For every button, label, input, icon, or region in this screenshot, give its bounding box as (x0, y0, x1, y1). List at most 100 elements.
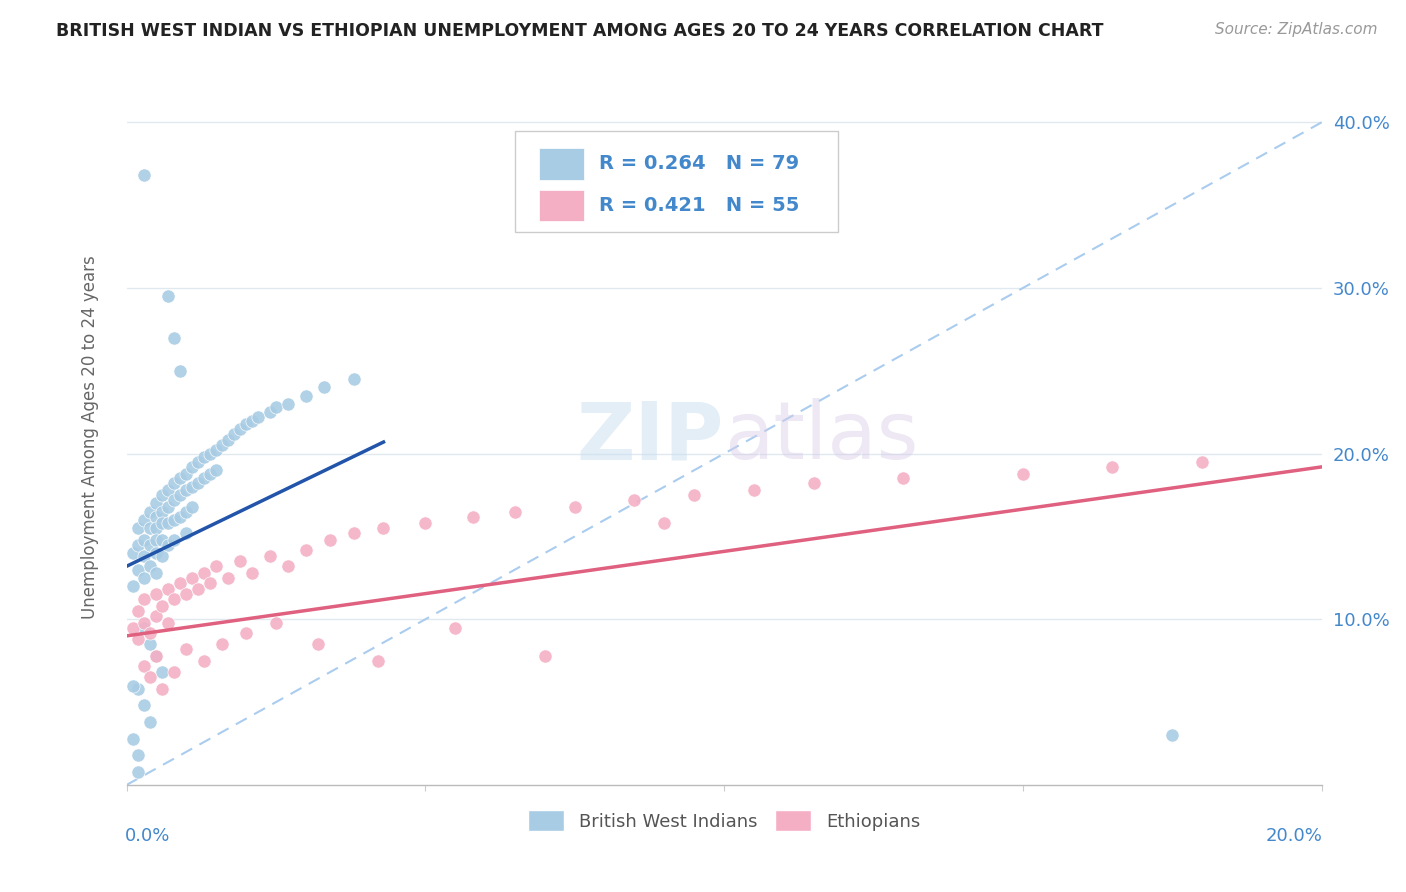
Point (152, 681, 174, 696)
Point (240, 566, 263, 580)
Point (139, 625, 162, 640)
Point (152, 505, 174, 519)
Point (134, 615, 156, 630)
Legend: British West Indians, Ethiopians: British West Indians, Ethiopians (520, 804, 928, 838)
Point (174, 587, 197, 601)
Point (145, 546, 167, 560)
Point (174, 483, 197, 497)
Text: atlas: atlas (724, 398, 918, 476)
Point (373, 521, 395, 535)
Point (312, 380, 335, 394)
Point (157, 483, 180, 497)
Point (127, 604, 149, 618)
Point (121, 621, 143, 635)
Point (893, 471, 915, 485)
Point (127, 764, 149, 779)
Point (139, 714, 162, 729)
Point (127, 563, 149, 577)
Point (343, 526, 366, 541)
Point (366, 654, 388, 668)
Point (157, 289, 180, 303)
Point (157, 582, 180, 597)
Point (152, 533, 174, 547)
Point (294, 542, 316, 557)
Point (163, 533, 186, 547)
Point (181, 459, 204, 474)
Point (139, 670, 162, 684)
Point (121, 579, 143, 593)
Point (163, 493, 186, 508)
Point (157, 538, 180, 552)
Point (169, 471, 191, 485)
Point (264, 401, 287, 415)
Point (169, 488, 191, 502)
Text: R = 0.264   N = 79: R = 0.264 N = 79 (599, 154, 799, 174)
Point (121, 546, 143, 560)
Point (1191, 455, 1213, 469)
Point (222, 426, 246, 441)
Point (217, 434, 239, 448)
Point (134, 592, 156, 607)
Point (652, 516, 675, 531)
Point (217, 571, 239, 585)
Point (152, 599, 174, 613)
Point (157, 516, 180, 531)
Point (145, 566, 167, 580)
Point (134, 571, 156, 585)
Point (205, 559, 228, 574)
Text: Source: ZipAtlas.com: Source: ZipAtlas.com (1215, 22, 1378, 37)
Point (181, 480, 204, 494)
FancyBboxPatch shape (538, 190, 585, 221)
Point (152, 488, 174, 502)
Point (181, 500, 204, 514)
Point (157, 615, 180, 630)
Point (134, 549, 156, 564)
Point (127, 681, 149, 696)
Point (127, 521, 149, 535)
Point (294, 389, 316, 403)
Point (157, 500, 180, 514)
Point (229, 554, 252, 568)
Point (415, 516, 437, 531)
Point (235, 625, 257, 640)
Point (145, 648, 167, 663)
Point (174, 505, 197, 519)
Point (343, 372, 366, 386)
Point (121, 679, 143, 693)
Point (205, 443, 228, 458)
Point (742, 483, 765, 497)
Point (139, 559, 162, 574)
Point (127, 632, 149, 647)
Point (1011, 467, 1033, 481)
Point (235, 417, 257, 431)
Point (503, 505, 526, 519)
Point (174, 467, 197, 481)
Point (193, 566, 215, 580)
Text: 20.0%: 20.0% (1265, 827, 1323, 845)
Point (163, 665, 186, 680)
Point (145, 587, 167, 601)
Point (240, 413, 263, 427)
Point (145, 609, 167, 624)
Point (277, 397, 299, 411)
Point (152, 665, 174, 680)
Point (134, 658, 156, 673)
Point (1101, 459, 1123, 474)
Point (193, 654, 215, 668)
Point (163, 476, 186, 491)
Point (259, 405, 281, 419)
Point (211, 637, 233, 651)
Point (444, 621, 467, 635)
Point (1161, 728, 1184, 742)
Point (200, 467, 222, 481)
Point (139, 505, 162, 519)
Point (803, 476, 825, 491)
Point (229, 422, 252, 436)
Point (145, 496, 167, 510)
Point (174, 526, 197, 541)
Point (181, 571, 204, 585)
Point (318, 533, 342, 547)
Point (134, 698, 156, 713)
Text: R = 0.421   N = 55: R = 0.421 N = 55 (599, 196, 799, 215)
Point (193, 450, 215, 464)
